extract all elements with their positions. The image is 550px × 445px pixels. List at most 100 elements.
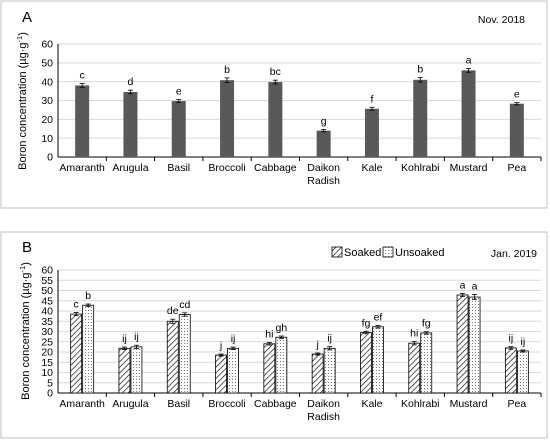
- panel-b-category-label: Kale: [361, 398, 382, 410]
- panel-b-significance-letter: ij: [327, 333, 332, 345]
- panel-a-label: A: [22, 9, 32, 26]
- panel-b-significance-letter: de: [167, 305, 179, 317]
- panel-b-significance-letter: c: [74, 298, 79, 310]
- panel-a-bar: [413, 79, 428, 157]
- panel-a-significance-letter: g: [321, 116, 327, 128]
- panel-b-bar-soaked: [263, 343, 276, 394]
- panel-b-category-label: Pea: [508, 398, 527, 410]
- panel-b-category-label: Cabbage: [254, 398, 297, 410]
- panel-b-y-tick-label: 35: [41, 316, 53, 328]
- panel-b-significance-letter: cd: [179, 299, 190, 311]
- panel-a-y-tick-label: 0: [47, 152, 53, 164]
- panel-a-y-tick-label: 50: [41, 58, 53, 70]
- panel-b-significance-letter: ij: [509, 333, 514, 345]
- panel-b-label: B: [22, 239, 32, 256]
- panel-b-significance-letter: a: [472, 281, 478, 293]
- panel-a-significance-letter: e: [176, 86, 182, 98]
- panel-a-category-label: Amaranth: [59, 162, 105, 174]
- panel-a-bar: [123, 92, 138, 157]
- panel-a-significance-letter: e: [514, 89, 520, 101]
- panel-b-bar-unsoaked: [82, 304, 95, 394]
- panel-a-y-tick-label: 30: [41, 95, 53, 107]
- panel-b-bar-unsoaked: [372, 326, 384, 394]
- panel-b-bar-unsoaked: [420, 332, 433, 394]
- panel-b-significance-letter: fg: [422, 318, 431, 330]
- panel-b-bar-soaked: [504, 347, 517, 394]
- panel-b-y-tick-label: 0: [47, 388, 53, 400]
- panel-a-bar: [220, 80, 235, 157]
- panel-a-plot-area: 0 10 20 30 40 50 60 Amaranth c Arugula d Basil e Broc…: [41, 39, 542, 187]
- panel-b-y-tick-label: 45: [41, 295, 53, 307]
- panel-b-bar-soaked: [70, 313, 83, 394]
- panel-a-bar: [75, 85, 90, 157]
- panel-a-y-tick-label: 60: [41, 39, 53, 51]
- panel-b-y-tick-label: 15: [41, 357, 53, 369]
- panel-b-bar-unsoaked: [227, 347, 239, 394]
- panel-b-y-tick-label: 10: [41, 367, 53, 379]
- panel-a-bar: [171, 101, 186, 157]
- panel-a-category-label: Daikon Radish: [307, 162, 340, 187]
- panel-b-bar-soaked: [166, 320, 179, 394]
- panel-a-bar: [461, 70, 476, 157]
- panel-b-category-label: Broccoli: [208, 398, 245, 410]
- panel-a-y-axis-title: Boron concentration (µg·g-1): [15, 32, 29, 170]
- legend-label-unsoaked: Unsoaked: [395, 247, 445, 259]
- panel-b-bar-unsoaked: [468, 296, 481, 394]
- panel-a-border: [0, 0, 548, 209]
- panel-a-category-label: Kohlrabi: [401, 162, 440, 174]
- panel-a-bar: [316, 130, 331, 157]
- panel-b-category-label: Mustard: [450, 398, 488, 410]
- panel-a-significance-letter: d: [128, 76, 134, 88]
- panel-a-significance-letter: b: [417, 64, 423, 76]
- panel-a-date: Nov. 2018: [478, 14, 525, 26]
- panel-b-y-tick-label: 5: [47, 377, 53, 389]
- panel-b-significance-letter: hi: [265, 329, 273, 341]
- panel-b-date: Jan. 2019: [491, 248, 537, 260]
- panel-b-significance-letter: j: [219, 340, 222, 352]
- panel-b-category-label: Arugula: [112, 398, 148, 410]
- panel-a-y-tick-label: 20: [41, 114, 53, 126]
- panel-a-significance-letter: a: [466, 54, 472, 66]
- legend-label-soaked: Soaked: [344, 247, 381, 259]
- panel-b-significance-letter: ij: [521, 336, 526, 348]
- panel-b-category-label: Daikon Radish: [307, 398, 340, 423]
- panel-a-category-label: Broccoli: [208, 162, 245, 174]
- panel-b-significance-letter: ef: [374, 312, 383, 324]
- panel-a-bar: [509, 103, 524, 157]
- panel-b-significance-letter: hi: [410, 328, 418, 340]
- panel-b-y-tick-label: 30: [41, 326, 53, 338]
- panel-b-significance-letter: fg: [362, 317, 371, 329]
- panel-b-significance-letter: ij: [231, 333, 236, 345]
- panel-a-significance-letter: bc: [270, 66, 281, 78]
- panel-a-category-label: Arugula: [112, 162, 148, 174]
- panel-b-y-tick-label: 20: [41, 347, 53, 359]
- panel-a-significance-letter: f: [370, 93, 373, 105]
- panel-b-bar-unsoaked: [178, 314, 191, 394]
- panel-b-y-axis-title: Boron concentration (µg·g-1): [18, 262, 32, 400]
- panel-a-bar: [268, 82, 283, 157]
- panel-b-y-tick-label: 55: [41, 275, 53, 287]
- panel-a-category-label: Kale: [361, 162, 382, 174]
- panel-b-significance-letter: ij: [134, 331, 139, 343]
- panel-b-y-tick-label: 50: [41, 285, 53, 297]
- panel-a-category-label: Mustard: [450, 162, 488, 174]
- panel-b-bar-soaked: [311, 353, 324, 394]
- panel-a-significance-letter: c: [80, 70, 85, 82]
- chart-panel-a: A Nov. 2018 Boron concentration (µg·g-1)…: [0, 0, 548, 209]
- legend: Soaked Unsoaked: [331, 246, 445, 259]
- panel-b-bar-unsoaked: [323, 347, 336, 394]
- panel-a-category-label: Cabbage: [254, 162, 297, 174]
- panel-a-category-label: Basil: [167, 162, 190, 174]
- panel-b-bar-soaked: [360, 332, 372, 394]
- panel-a-y-tick-label: 10: [41, 133, 53, 145]
- panel-b-bar-unsoaked: [516, 350, 529, 394]
- panel-a-bar: [364, 108, 379, 157]
- panel-b-bar-soaked: [215, 354, 227, 394]
- panel-b-significance-letter: j: [315, 339, 318, 351]
- legend-swatch-unsoaked: [382, 246, 394, 258]
- panel-b-bar-unsoaked: [275, 336, 288, 394]
- panel-b-significance-letter: b: [85, 290, 91, 302]
- panel-b-significance-letter: ij: [122, 333, 127, 345]
